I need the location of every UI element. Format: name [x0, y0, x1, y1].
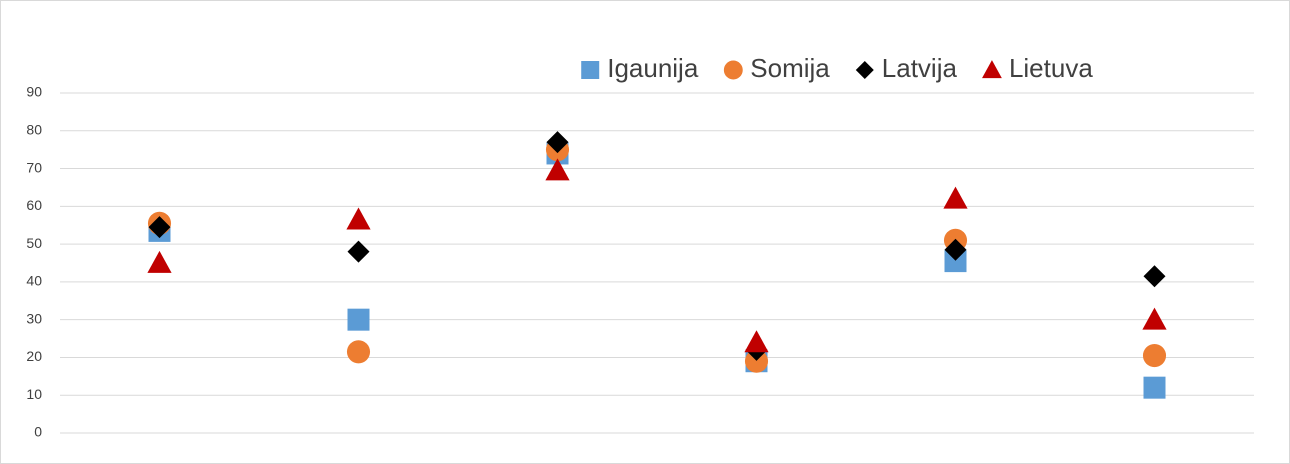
- legend-marker: [581, 61, 600, 79]
- legend-label: Somija: [750, 53, 830, 83]
- legend-label: Lietuva: [1009, 53, 1093, 83]
- y-tick-label: 20: [26, 348, 42, 364]
- point: [347, 308, 370, 331]
- point: [147, 250, 172, 273]
- y-tick-label: 10: [26, 386, 42, 402]
- point: [148, 216, 171, 239]
- y-tick-label: 0: [34, 424, 42, 440]
- point: [944, 250, 967, 273]
- point: [744, 349, 769, 373]
- legend-marker: [982, 60, 1002, 79]
- y-tick-label: 30: [26, 310, 42, 326]
- point: [744, 330, 769, 353]
- y-tick-label: 40: [26, 273, 42, 289]
- point: [1143, 265, 1166, 288]
- point: [944, 238, 967, 261]
- point: [546, 131, 569, 154]
- y-tick-label: 70: [26, 159, 42, 175]
- y-tick-label: 90: [26, 84, 42, 100]
- point: [347, 240, 370, 263]
- legend: Igaunija Somija Latvija Lietuva: [607, 53, 1093, 83]
- y-tick-label: 50: [26, 235, 42, 251]
- legend-marker: [855, 61, 874, 79]
- y-tick-label: 60: [26, 197, 42, 213]
- point: [545, 158, 570, 181]
- y-tick-label: 80: [26, 121, 42, 137]
- point: [1142, 307, 1167, 330]
- point: [346, 340, 371, 364]
- point: [943, 186, 968, 209]
- legend-label: Latvija: [882, 53, 958, 83]
- legend-marker: [723, 60, 743, 80]
- point: [1143, 376, 1166, 399]
- point: [346, 207, 371, 230]
- legend-label: Igaunija: [607, 53, 699, 83]
- point: [1142, 344, 1167, 368]
